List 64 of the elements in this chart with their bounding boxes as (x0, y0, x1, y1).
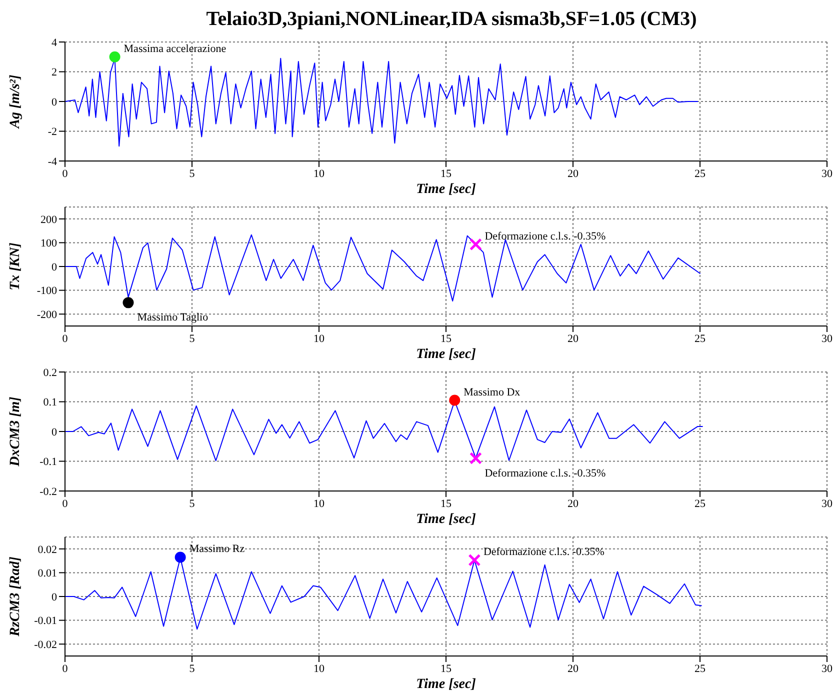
annotation: Deformazione c.l.s. -0.35% (483, 546, 604, 558)
x-tick-label: 0 (62, 168, 68, 180)
x-tick-label: 30 (822, 332, 833, 345)
y-tick-label: -2 (48, 126, 57, 138)
x-tick-label: 25 (694, 498, 706, 510)
y-axis-title: RzCM3 [Rad] (8, 556, 23, 638)
x-tick-label: 10 (314, 168, 325, 180)
x-tick-label: 0 (62, 332, 68, 345)
annotation: Massima accelerazione (124, 42, 226, 55)
x-tick-label: 5 (189, 498, 196, 510)
x-tick-label: 20 (568, 498, 579, 510)
x-tick-label: 5 (189, 662, 196, 675)
x-tick-label: 5 (189, 168, 196, 180)
x-axis-title: Time [sec] (416, 182, 476, 197)
x-tick-label: 0 (62, 662, 68, 675)
y-tick-label: 0 (52, 591, 58, 604)
y-tick-label: 0 (52, 261, 58, 274)
y-tick-label: -0.1 (40, 456, 57, 468)
x-tick-label: 30 (822, 662, 833, 675)
y-tick-label: 0.2 (43, 366, 57, 379)
y-axis-title: DxCM3 [m] (8, 396, 23, 468)
y-tick-label: 0 (52, 426, 58, 438)
x-tick-label: 30 (822, 168, 833, 180)
x-tick-label: 20 (568, 662, 579, 675)
x-tick-label: 15 (440, 168, 452, 180)
y-tick-label: 0.02 (38, 544, 57, 556)
x-tick-label: 10 (314, 662, 325, 675)
y-tick-label: 0.01 (38, 568, 57, 580)
y-tick-label: -0.02 (34, 639, 57, 652)
x-axis-title: Time [sec] (416, 677, 476, 692)
x-tick-label: 10 (314, 332, 325, 345)
y-axis-title: Tx [KN] (8, 242, 23, 290)
x-tick-label: 20 (568, 168, 579, 180)
chart-title: Telaio3D,3piani,NONLinear,IDA sisma3b,SF=1.05 (CM3) (205, 8, 698, 32)
x-tick-label: 25 (694, 662, 706, 675)
y-tick-label: 100 (40, 238, 58, 250)
y-tick-label: 4 (52, 36, 58, 49)
y-axis-title: Ag [m/s²] (8, 74, 23, 130)
x-tick-label: 25 (694, 332, 706, 345)
annotation: Massimo Rz (189, 543, 245, 556)
x-axis-title: Time [sec] (416, 512, 476, 527)
y-tick-label: 0.1 (43, 396, 57, 409)
y-tick-label: 2 (52, 66, 57, 79)
x-tick-label: 20 (568, 332, 579, 345)
x-tick-label: 15 (440, 332, 452, 345)
x-tick-label: 0 (62, 498, 68, 510)
x-tick-label: 25 (694, 168, 706, 180)
x-axis-title: Time [sec] (416, 347, 476, 362)
x-tick-label: 10 (314, 498, 325, 510)
annotation: Deformazione c.l.s. -0.35% (484, 467, 606, 480)
y-tick-label: -0.01 (34, 615, 57, 628)
y-tick-label: 0 (52, 96, 58, 108)
y-tick-label: -0.2 (40, 486, 57, 498)
annotation: Massimo Taglio (137, 312, 209, 324)
y-tick-label: -100 (36, 285, 58, 298)
y-tick-label: 200 (40, 214, 58, 226)
x-tick-label: 5 (189, 332, 196, 345)
x-tick-label: 15 (440, 498, 452, 510)
y-tick-label: -4 (48, 156, 58, 168)
y-tick-label: -200 (36, 309, 58, 322)
x-tick-label: 30 (822, 498, 833, 510)
annotation: Massimo Dx (464, 386, 521, 398)
x-tick-label: 15 (440, 662, 452, 675)
annotation: Deformazione c.l.s. -0.35% (484, 230, 606, 242)
